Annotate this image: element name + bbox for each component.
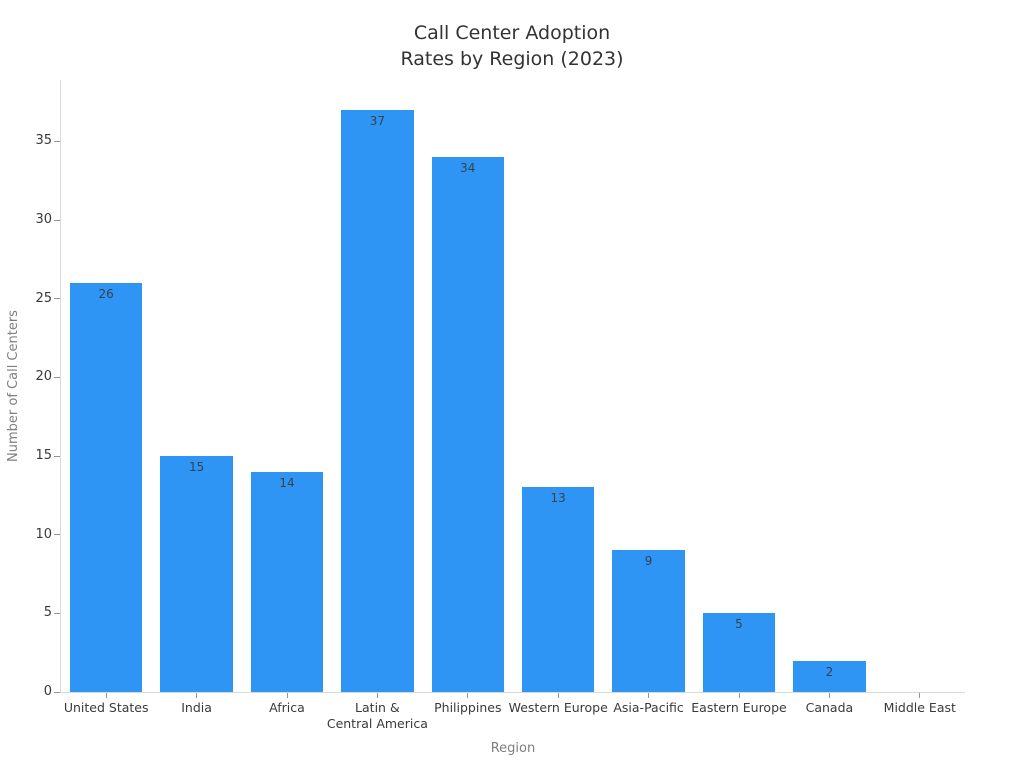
x-axis-spine <box>61 692 965 693</box>
x-tick-label: Philippines <box>434 700 502 715</box>
x-tick-mark <box>738 693 740 698</box>
y-axis-title: Number of Call Centers <box>6 310 21 462</box>
x-tick-mark <box>919 693 921 698</box>
x-axis-title: Region <box>490 741 536 756</box>
bar-value-label: 37 <box>369 113 386 128</box>
y-tick-mark <box>54 534 60 536</box>
x-tick-mark <box>467 693 469 698</box>
y-tick-mark <box>54 140 60 142</box>
x-tick-label: Western Europe <box>508 700 608 715</box>
bar-value-label: 26 <box>98 286 114 301</box>
y-tick-mark <box>54 691 60 693</box>
y-tick-mark <box>54 455 60 457</box>
chart-title: Call Center Adoption Rates by Region (20… <box>400 22 624 70</box>
bar <box>793 660 866 692</box>
bar <box>160 456 233 692</box>
bar-value-label: 14 <box>279 475 295 490</box>
x-tick-mark <box>648 693 650 698</box>
y-axis-spine <box>60 80 61 693</box>
y-tick-label: 15 <box>35 448 52 463</box>
bar-value-label: 34 <box>460 161 476 176</box>
bar <box>341 109 414 692</box>
bar <box>431 157 504 692</box>
x-tick-label: Canada <box>805 700 854 715</box>
x-tick-mark <box>105 693 107 698</box>
x-tick-mark <box>376 693 378 698</box>
bar-value-label: 9 <box>644 554 653 569</box>
y-tick-mark <box>54 298 60 300</box>
y-tick-label: 0 <box>43 684 52 699</box>
y-tick-label: 5 <box>43 605 52 621</box>
bar-value-label: 15 <box>188 460 205 474</box>
x-tick-label: Latin & Central America <box>326 700 428 731</box>
x-tick-label: United States <box>63 700 149 715</box>
x-tick-label: Eastern Europe <box>691 700 787 715</box>
bar-value-label: 5 <box>735 617 743 632</box>
y-tick-label: 30 <box>35 212 52 228</box>
x-tick-mark <box>196 693 198 698</box>
bar <box>70 282 143 692</box>
y-tick-label: 20 <box>35 369 52 385</box>
bar <box>702 613 776 692</box>
y-tick-mark <box>54 612 60 614</box>
bar <box>250 471 324 692</box>
x-tick-mark <box>557 693 559 698</box>
x-tick-mark <box>828 693 830 698</box>
bar <box>522 487 595 692</box>
y-tick-mark <box>54 376 60 378</box>
y-tick-label: 10 <box>35 526 52 542</box>
bar <box>612 550 685 692</box>
y-tick-label: 35 <box>35 133 52 149</box>
y-tick-label: 25 <box>35 290 52 306</box>
x-tick-mark <box>286 693 288 698</box>
bar-value-label: 2 <box>825 664 834 679</box>
x-tick-label: Middle East <box>883 700 956 715</box>
y-tick-mark <box>54 219 60 221</box>
x-tick-label: India <box>181 700 212 715</box>
bar-value-label: 13 <box>550 491 566 506</box>
x-tick-label: Africa <box>269 700 305 715</box>
x-tick-label: Asia-Pacific <box>613 700 684 715</box>
